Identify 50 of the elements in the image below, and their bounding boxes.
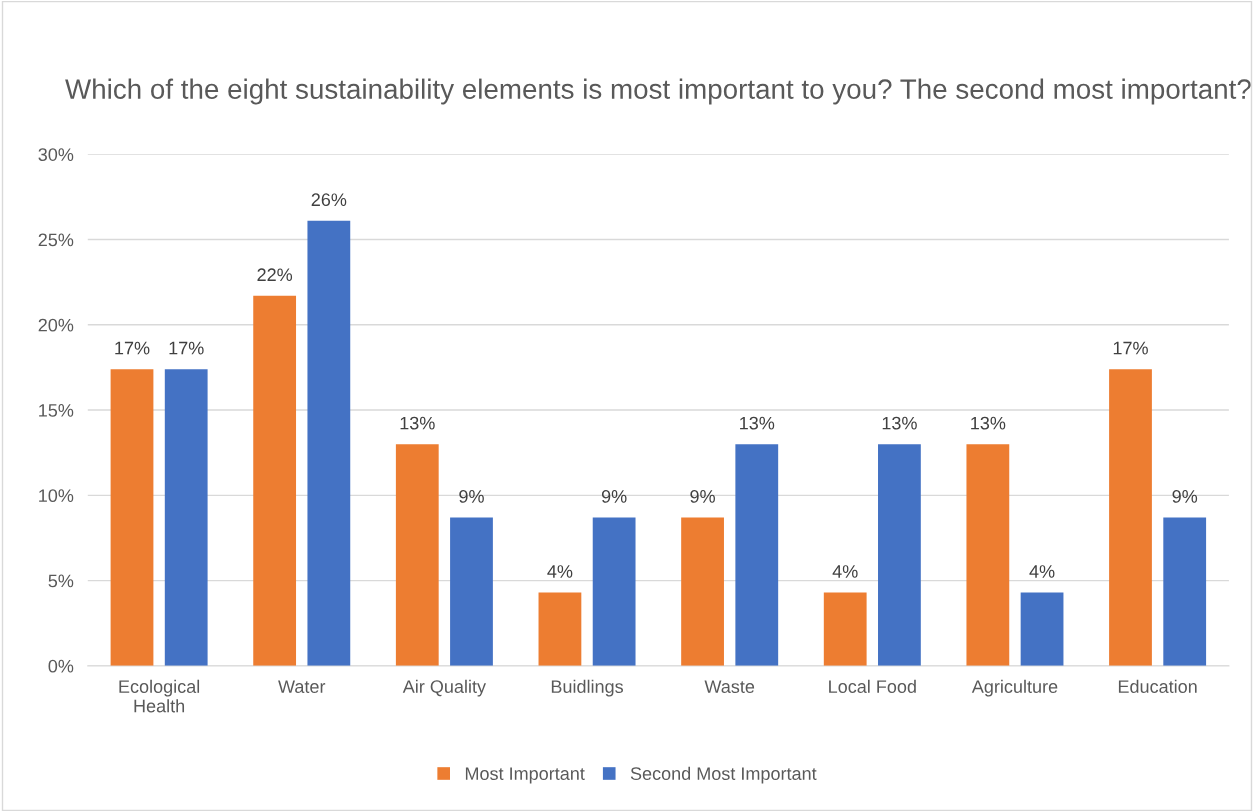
data-label: 4%: [1029, 565, 1055, 578]
bar: [681, 517, 724, 666]
bar: [966, 444, 1010, 666]
data-label: 13%: [971, 416, 1006, 430]
x-tick-label: Air Quality: [402, 679, 486, 697]
y-tick-label: 30%: [38, 148, 74, 161]
bar: [253, 295, 297, 666]
data-label: 13%: [882, 416, 917, 430]
data-label: 4%: [832, 565, 858, 578]
x-tick-label: Waste: [704, 680, 755, 693]
x-tick-label: Ecological Health: [119, 679, 200, 713]
bar: [307, 220, 351, 666]
data-label: 26%: [311, 193, 347, 207]
y-tick-label: 5%: [48, 574, 74, 588]
x-tick-label: Buidlings: [551, 679, 624, 697]
data-label: 9%: [601, 490, 627, 503]
chart-title: Which of the eight sustainability elements is most important to you? The second most important?: [65, 78, 1251, 105]
bar: [110, 369, 154, 666]
data-label: 13%: [740, 416, 775, 430]
data-label: 17%: [169, 341, 204, 355]
bar: [1109, 369, 1152, 666]
x-tick-label: Education: [1118, 679, 1197, 693]
bar: [395, 444, 439, 666]
bar: [823, 592, 867, 666]
x-tick-label: Local Food: [829, 679, 916, 693]
bar: [1020, 592, 1064, 666]
data-label: 9%: [459, 490, 484, 503]
bar: [450, 517, 493, 666]
data-label: 9%: [1172, 490, 1198, 503]
data-label: 17%: [115, 341, 150, 355]
bar: [878, 444, 921, 666]
data-label: 22%: [257, 268, 293, 282]
bar: [164, 369, 208, 666]
legend-label: Second Most Important: [630, 766, 817, 784]
bar: [1163, 517, 1207, 666]
legend-label: Most Important: [465, 767, 585, 784]
data-label: 17%: [1113, 341, 1148, 355]
y-tick-label: 25%: [38, 233, 74, 247]
y-tick-label: 0%: [48, 659, 74, 673]
x-tick-label: Water: [278, 680, 326, 693]
x-tick-label: Agriculture: [971, 679, 1058, 697]
y-tick-label: 20%: [38, 318, 74, 332]
y-tick-label: 15%: [39, 404, 74, 417]
y-tick-label: 10%: [39, 489, 74, 503]
data-label: 4%: [547, 565, 573, 578]
bar: [538, 592, 582, 666]
bar: [735, 444, 779, 666]
data-label: 9%: [690, 490, 715, 503]
bar: [592, 517, 636, 666]
data-label: 13%: [400, 416, 435, 430]
